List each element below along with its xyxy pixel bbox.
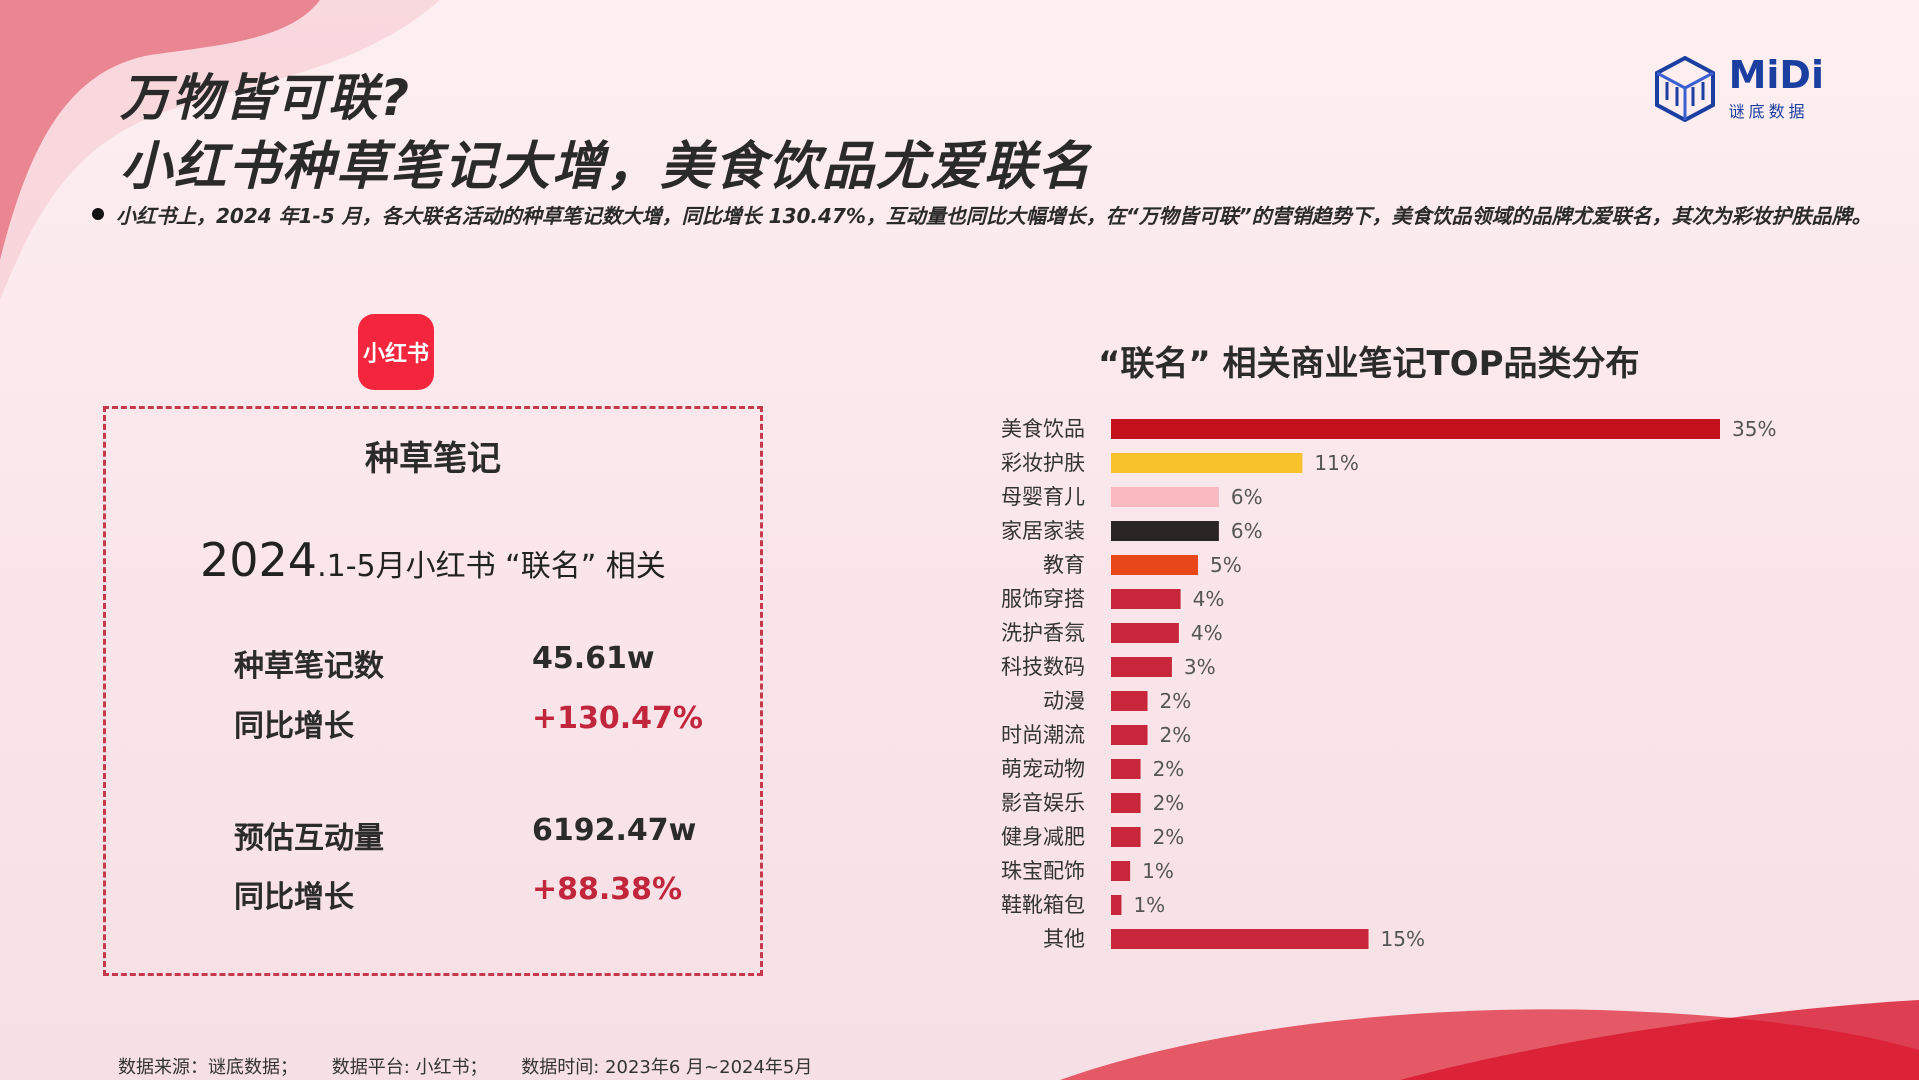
bar	[1111, 623, 1179, 643]
bar	[1111, 589, 1181, 609]
category-label: 萌宠动物	[1001, 757, 1085, 781]
stat-value-growth-notes: +130.47%	[532, 701, 703, 736]
stat-label-interactions: 预估互动量	[234, 821, 384, 856]
bar	[1111, 657, 1172, 677]
category-label: 时尚潮流	[1001, 723, 1085, 747]
value-label: 3%	[1184, 655, 1216, 679]
value-label: 2%	[1160, 723, 1192, 747]
category-label: 珠宝配饰	[1001, 859, 1085, 883]
bar	[1111, 453, 1303, 473]
category-label: 动漫	[1043, 689, 1085, 713]
value-label: 1%	[1133, 893, 1165, 917]
value-label: 2%	[1153, 825, 1185, 849]
value-label: 6%	[1231, 485, 1263, 509]
page-title-line1: 万物皆可联?	[120, 69, 412, 127]
category-label: 美食饮品	[1001, 417, 1085, 441]
bar	[1111, 759, 1141, 779]
stat-label-growth-interactions: 同比增长	[234, 880, 354, 915]
bar	[1111, 521, 1219, 541]
card-subtitle-rest: .1-5月小红书 “联名” 相关	[317, 549, 666, 584]
card-subtitle-year: 2024	[200, 533, 318, 587]
bar	[1111, 929, 1369, 949]
footer-time: 数据时间: 2023年6 月~2024年5月	[521, 1057, 813, 1078]
bar	[1111, 487, 1219, 507]
category-label: 科技数码	[1001, 655, 1085, 679]
bullet-icon	[92, 208, 104, 220]
value-label: 4%	[1191, 621, 1223, 645]
brand-name: MiDi	[1728, 53, 1824, 97]
value-label: 5%	[1210, 553, 1242, 577]
card-subtitle: 2024.1-5月小红书 “联名” 相关	[200, 533, 666, 587]
xiaohongshu-logo: 小红书	[358, 314, 434, 390]
value-label: 11%	[1314, 451, 1358, 475]
category-label: 家居家装	[1001, 519, 1085, 543]
chart-title: “联名” 相关商业笔记TOP品类分布	[1098, 344, 1640, 384]
stat-value-notes: 45.61w	[532, 641, 655, 676]
bar	[1111, 725, 1148, 745]
category-label: 鞋靴箱包	[1001, 893, 1085, 917]
value-label: 2%	[1160, 689, 1192, 713]
brand-logo: MiDi 谜底数据	[1653, 56, 1824, 122]
category-label: 彩妆护肤	[1001, 451, 1085, 475]
category-label: 母婴育儿	[1001, 485, 1085, 509]
footer-platform: 数据平台: 小红书；	[331, 1057, 488, 1078]
bar	[1111, 555, 1198, 575]
stat-label-growth-notes: 同比增长	[234, 709, 354, 744]
value-label: 35%	[1732, 417, 1776, 441]
category-label: 洗护香氛	[1001, 621, 1085, 645]
category-label: 影音娱乐	[1001, 791, 1085, 815]
bar	[1111, 895, 1122, 915]
footer-source: 数据来源：谜底数据；	[118, 1057, 298, 1078]
stat-label-notes: 种草笔记数	[234, 649, 384, 684]
value-label: 1%	[1142, 859, 1174, 883]
stat-value-interactions: 6192.47w	[532, 813, 697, 848]
value-label: 15%	[1381, 927, 1425, 951]
category-label: 教育	[1043, 553, 1085, 577]
category-label: 健身减肥	[1001, 825, 1085, 849]
bar	[1111, 793, 1141, 813]
footer: 数据来源：谜底数据； 数据平台: 小红书； 数据时间: 2023年6 月~202…	[118, 1053, 840, 1079]
bar	[1111, 691, 1148, 711]
stats-card: 种草笔记 2024.1-5月小红书 “联名” 相关 种草笔记数 45.61w 同…	[103, 406, 763, 976]
stat-value-growth-interactions: +88.38%	[532, 872, 683, 907]
bar	[1111, 419, 1720, 439]
value-label: 6%	[1231, 519, 1263, 543]
value-label: 4%	[1193, 587, 1225, 611]
brand-sub: 谜底数据	[1728, 102, 1809, 121]
value-label: 2%	[1153, 791, 1185, 815]
cube-logo-icon	[1654, 56, 1715, 122]
value-label: 2%	[1153, 757, 1185, 781]
card-title: 种草笔记	[365, 439, 501, 479]
bar-chart: 美食饮品 35% 彩妆护肤 11% 母婴育儿 6% 家居家装 6% 教育 5% 服饰穿搭 4% 洗护香氛…	[1001, 417, 1776, 951]
page-title-line2: 小红书种草笔记大增，美食饮品尤爱联名	[120, 137, 1093, 197]
bar	[1111, 861, 1131, 881]
bar	[1111, 827, 1141, 847]
category-label: 服饰穿搭	[1001, 587, 1085, 611]
summary-text: 小红书上，2024 年1-5 月，各大联名活动的种草笔记数大增，同比增长 130…	[116, 204, 1872, 228]
category-label: 其他	[1043, 927, 1085, 951]
summary-bullet: 小红书上，2024 年1-5 月，各大联名活动的种草笔记数大增，同比增长 130…	[92, 196, 1872, 236]
